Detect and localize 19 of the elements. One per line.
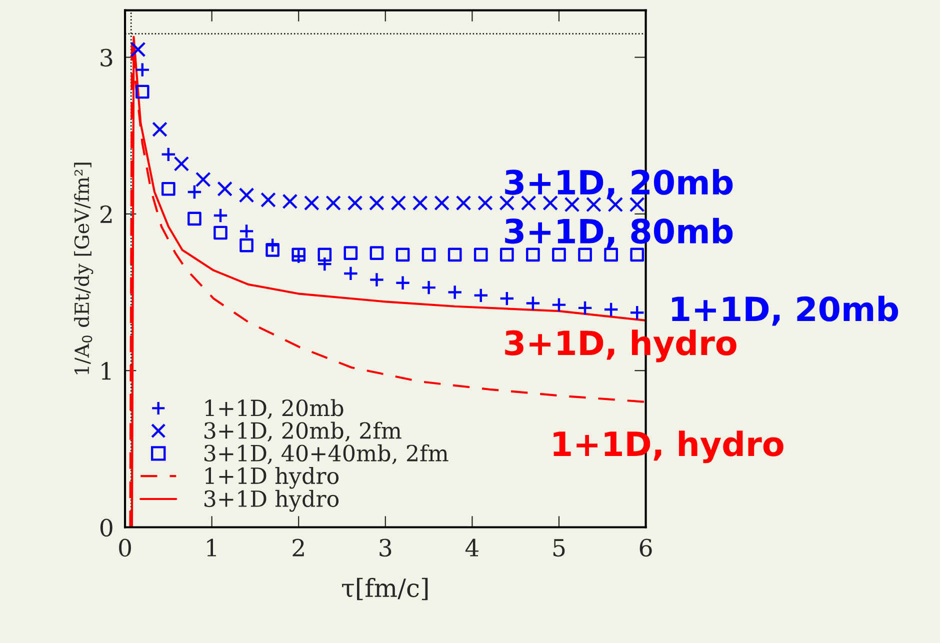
y-axis-title: 1/A$_{0}$ dEt/dy [GeV/fm²] [74,162,94,374]
x-tick-label: 1 [207,538,216,556]
y-tick-label: 1 [102,362,111,380]
legend-label: 1+1D hydro [206,466,339,489]
y-tick-label: 3 [100,48,112,67]
y-tick-label: 0 [100,518,112,537]
x-tick-label: 0 [119,538,131,557]
x-tick-label: 3 [380,538,392,557]
x-tick-label: 5 [553,539,565,557]
y-tick-label: 2 [100,205,112,223]
legend-label: 3+1D hydro [204,490,339,512]
x-axis-title: τ[fm/c] [342,578,428,600]
text: 1+1D, 20mb [672,296,898,326]
legend-label: 3+1D, 20mb, 2fm [204,422,402,442]
legend-label: 1+1D, 20mb [206,399,344,420]
x-tick-label: 2 [292,538,304,556]
x-tick-label: 6 [640,538,652,557]
legend-label: 3+1D, 40+40mb, 2fm [204,444,448,464]
x-tick-label: 4 [465,538,479,556]
